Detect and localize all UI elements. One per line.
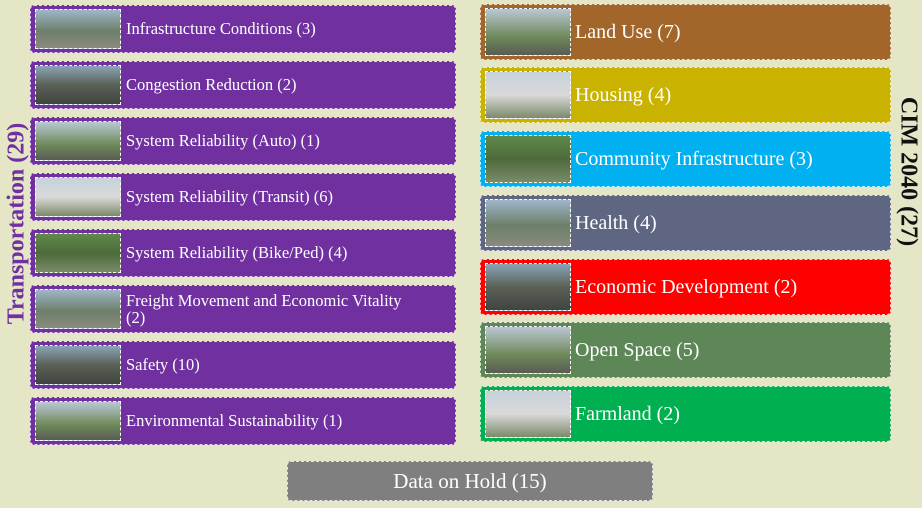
category-box: Health (4) (480, 195, 891, 251)
photo (485, 8, 571, 56)
category-label: System Reliability (Bike/Ped) (4) (126, 244, 415, 261)
photo (485, 199, 571, 247)
category-label: Community Infrastructure (3) (575, 149, 882, 170)
photo (35, 401, 121, 441)
photo (485, 135, 571, 183)
category-label: System Reliability (Transit) (6) (126, 188, 415, 205)
photo (35, 289, 121, 329)
category-box: Open Space (5) (480, 322, 891, 378)
photo (35, 345, 121, 385)
category-label: Economic Development (2) (575, 277, 882, 298)
category-box: Environmental Sustainability (1) (30, 397, 456, 445)
photo (485, 71, 571, 119)
photo (35, 9, 121, 49)
category-label: Housing (4) (575, 85, 882, 106)
photo (35, 177, 121, 217)
category-label: Health (4) (575, 213, 882, 234)
photo (485, 390, 571, 438)
category-box: Safety (10) (30, 341, 456, 389)
category-label: System Reliability (Auto) (1) (126, 132, 415, 149)
category-box: Infrastructure Conditions (3) (30, 5, 456, 53)
category-box: System Reliability (Transit) (6) (30, 173, 456, 221)
category-label: Safety (10) (126, 356, 415, 373)
category-box: System Reliability (Bike/Ped) (4) (30, 229, 456, 277)
slide: Transportation (29) CIM 2040 (27) Data o… (0, 0, 922, 508)
category-label: Infrastructure Conditions (3) (126, 20, 415, 37)
hold-label: Data on Hold (15) (393, 469, 546, 494)
category-box: Freight Movement and Economic Vitality (… (30, 285, 456, 333)
photo (485, 326, 571, 374)
category-box: Housing (4) (480, 67, 891, 123)
category-box: Congestion Reduction (2) (30, 61, 456, 109)
category-label: Environmental Sustainability (1) (126, 412, 415, 429)
category-box: System Reliability (Auto) (1) (30, 117, 456, 165)
category-label: Land Use (7) (575, 22, 882, 43)
category-box: Community Infrastructure (3) (480, 131, 891, 187)
category-box: Economic Development (2) (480, 259, 891, 315)
group-title: CIM 2040 (27) (895, 52, 922, 292)
category-label: Freight Movement and Economic Vitality (… (126, 292, 415, 327)
category-label: Farmland (2) (575, 404, 882, 425)
photo (485, 263, 571, 311)
category-label: Open Space (5) (575, 340, 882, 361)
photo (35, 121, 121, 161)
category-label: Congestion Reduction (2) (126, 76, 415, 93)
category-box: Land Use (7) (480, 4, 891, 60)
photo (35, 65, 121, 105)
group-title: Transportation (29) (4, 104, 31, 344)
photo (35, 233, 121, 273)
hold-box: Data on Hold (15) (287, 461, 653, 501)
category-box: Farmland (2) (480, 386, 891, 442)
